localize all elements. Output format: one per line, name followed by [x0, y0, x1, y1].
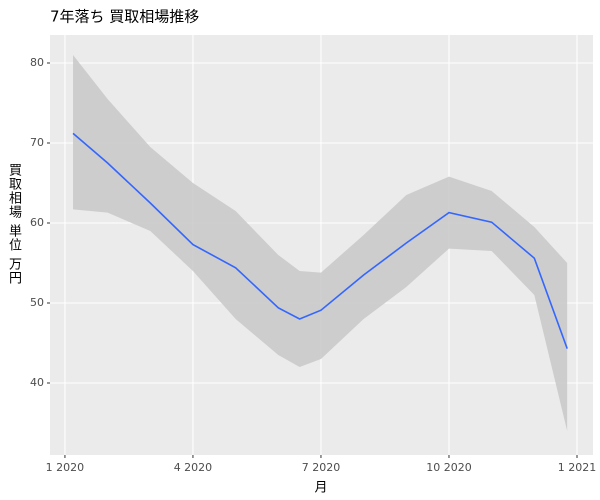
x-tick-label: 7 2020: [302, 461, 341, 474]
x-axis-label: 月: [314, 481, 327, 496]
fit-line: [72, 132, 568, 349]
y-tick-label: 60: [30, 216, 44, 229]
y-tick-label: 80: [30, 56, 44, 69]
y-tick-label: 50: [30, 296, 44, 309]
x-tick-label: 4 2020: [174, 461, 213, 474]
x-tick-label: 1 2021: [558, 461, 597, 474]
y-axis-label: 買取相場 単位 万円: [6, 163, 21, 286]
y-tick-label: 70: [30, 136, 44, 149]
x-tick-label: 10 2020: [426, 461, 472, 474]
confidence-band: [73, 55, 568, 431]
x-tick-label: 1 2020: [46, 461, 85, 474]
y-tick-label: 40: [30, 376, 44, 389]
chart-title: 7年落ち 買取相場推移: [50, 8, 199, 26]
